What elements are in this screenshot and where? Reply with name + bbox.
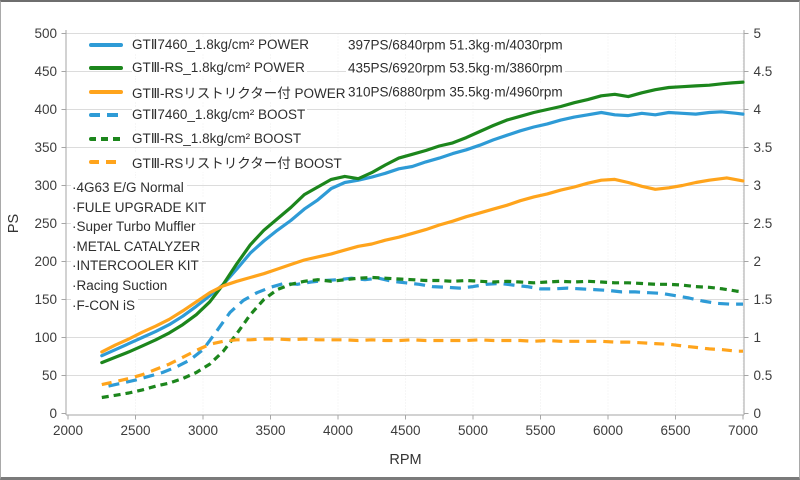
mod-item-muffler: ·Super Turbo Muffler xyxy=(71,217,199,237)
right-tick-label: 3 xyxy=(754,178,762,193)
bottom-tick-label: 5000 xyxy=(458,423,488,438)
legend-label: GTⅢ-RS_1.8kg/cm² BOOST xyxy=(132,130,304,147)
mod-item-engine: ·4G63 E/G Normal xyxy=(71,178,187,198)
legend-swatch-green-dashed xyxy=(89,136,123,141)
legend-item-gt2-7460-power: GTⅡ7460_1.8kg/cm² POWER 397PS/6840rpm 51… xyxy=(89,33,594,57)
legend-swatch-orange-solid xyxy=(89,89,123,94)
bottom-tick-label: 4000 xyxy=(323,423,353,438)
series-gt2-7460-power xyxy=(100,110,745,358)
left-tick-label: 100 xyxy=(34,330,57,345)
legend-swatch-orange-dashed xyxy=(89,160,123,165)
left-tick-label: 50 xyxy=(42,368,57,383)
series-gt3-rs-restrictor-boost xyxy=(101,337,743,387)
left-tick-label: 150 xyxy=(34,292,57,307)
left-tick-label: 0 xyxy=(49,406,57,421)
x-axis-title: RPM xyxy=(389,452,421,468)
left-tick-label: 350 xyxy=(34,140,57,155)
legend-stats: 435PS/6920rpm 53.5kg·m/3860rpm xyxy=(346,59,565,77)
right-tick-label: 2 xyxy=(754,254,762,269)
bottom-tick-label: 3500 xyxy=(255,423,285,438)
bottom-tick-label: 3000 xyxy=(188,423,218,438)
y-axis-title: PS xyxy=(6,214,22,233)
right-tick-label: 2.5 xyxy=(754,216,773,231)
left-tick-label: 250 xyxy=(34,216,57,231)
legend-item-gt3-rs-power: GTⅢ-RS_1.8kg/cm² POWER 435PS/6920rpm 53.… xyxy=(89,57,594,81)
mod-item-fcon: ·F-CON iS xyxy=(71,295,138,316)
modification-list: ·4G63 E/G Normal ·FULE UPGRADE KIT ·Supe… xyxy=(71,178,210,316)
legend-label: GTⅡ7460_1.8kg/cm² POWER xyxy=(132,36,311,53)
legend-item-gt3-rs-boost: GTⅢ-RS_1.8kg/cm² BOOST xyxy=(89,127,594,151)
bottom-tick-label: 2500 xyxy=(120,423,150,438)
bottom-tick-label: 5500 xyxy=(525,423,555,438)
chart-legend: GTⅡ7460_1.8kg/cm² POWER 397PS/6840rpm 51… xyxy=(89,33,594,174)
legend-label: GTⅢ-RS_1.8kg/cm² POWER xyxy=(132,60,307,77)
left-tick-label: 450 xyxy=(34,64,57,79)
right-tick-label: 1.5 xyxy=(754,292,773,307)
bottom-tick-label: 4500 xyxy=(390,423,420,438)
right-tick-label: 0.5 xyxy=(754,368,773,383)
right-tick-label: 4.5 xyxy=(754,64,773,79)
left-tick-label: 400 xyxy=(34,102,57,117)
mod-item-suction: ·Racing Suction xyxy=(71,275,171,296)
bottom-tick-label: 6500 xyxy=(660,423,690,438)
legend-stats: 310PS/6880rpm 35.5kg·m/4960rpm xyxy=(346,83,565,101)
mod-item-fuel-upgrade: ·FULE UPGRADE KIT xyxy=(71,197,210,218)
legend-item-gt2-7460-boost: GTⅡ7460_1.8kg/cm² BOOST xyxy=(89,104,594,128)
legend-label: GTⅢ-RSリストリクター付 BOOST xyxy=(132,152,344,173)
legend-item-gt3-rs-restrictor-boost: GTⅢ-RSリストリクター付 BOOST xyxy=(89,151,594,175)
legend-label: GTⅢ-RSリストリクター付 POWER xyxy=(132,81,348,102)
mod-item-intercooler: ·INTERCOOLER KIT xyxy=(71,256,202,276)
mod-item-catalyzer: ·METAL CATALYZER xyxy=(71,236,204,257)
legend-swatch-blue-dashed xyxy=(89,113,123,118)
bottom-tick-label: 6000 xyxy=(593,423,623,438)
left-tick-label: 200 xyxy=(34,254,57,269)
right-tick-label: 0 xyxy=(754,406,762,421)
legend-label: GTⅡ7460_1.8kg/cm² BOOST xyxy=(132,107,308,124)
right-tick-label: 5 xyxy=(754,26,762,41)
right-tick-label: 3.5 xyxy=(754,140,773,155)
legend-stats: 397PS/6840rpm 51.3kg·m/4030rpm xyxy=(346,36,565,54)
legend-swatch-green-solid xyxy=(89,66,123,71)
legend-swatch-blue-solid xyxy=(89,42,123,47)
right-tick-label: 4 xyxy=(754,102,762,117)
left-tick-label: 500 xyxy=(34,26,57,41)
series-gt3-rs-power xyxy=(100,80,745,365)
legend-item-gt3-rs-restrictor-power: GTⅢ-RSリストリクター付 POWER 310PS/6880rpm 35.5k… xyxy=(89,80,594,104)
left-tick-label: 300 xyxy=(34,178,57,193)
series-gt3-rs-restrictor-power xyxy=(100,176,745,354)
right-tick-label: 1 xyxy=(754,330,762,345)
series-gt2-7460-boost xyxy=(108,276,743,388)
bottom-tick-label: 7000 xyxy=(728,423,758,438)
series-gt3-rs-boost xyxy=(101,275,744,400)
bottom-tick-label: 2000 xyxy=(53,423,83,438)
